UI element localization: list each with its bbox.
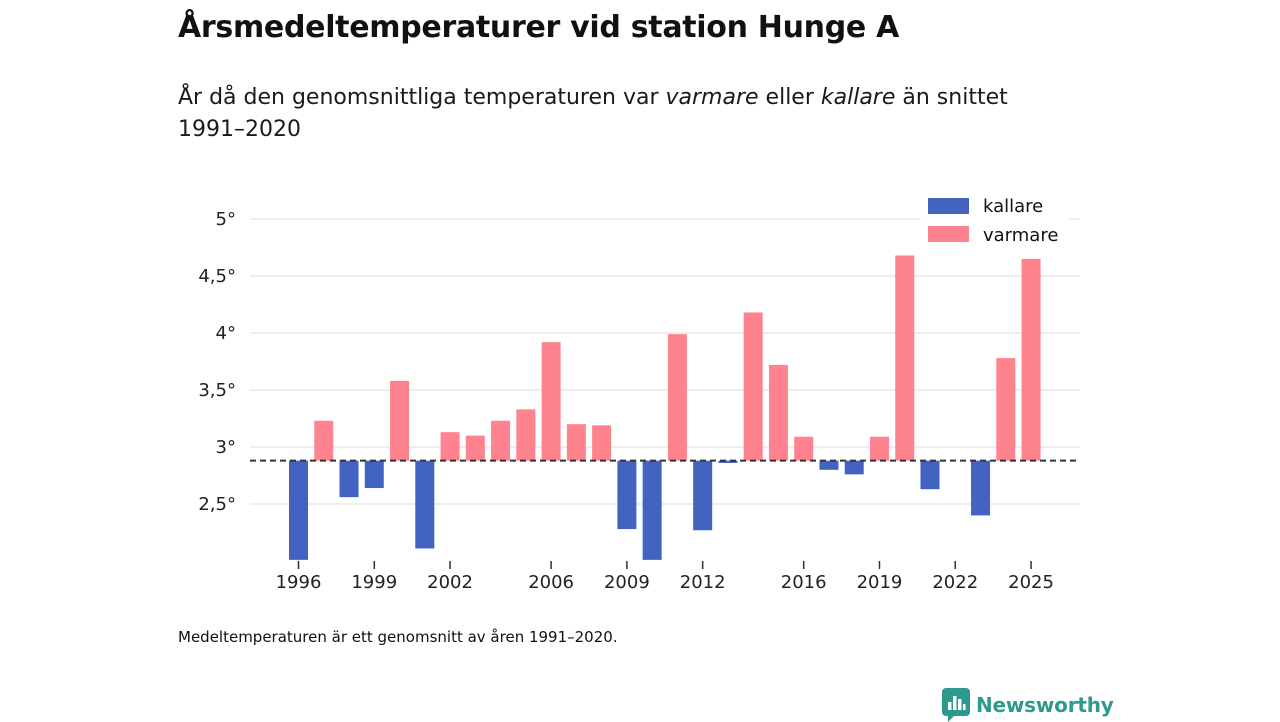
bar-1996[interactable] bbox=[289, 460, 308, 560]
y-tick-label: 4,5° bbox=[198, 266, 236, 287]
bar-2007[interactable] bbox=[566, 424, 586, 461]
bar-2023[interactable] bbox=[971, 460, 991, 516]
y-tick-label: 3° bbox=[216, 437, 236, 458]
y-tick-label: 2,5° bbox=[198, 494, 236, 515]
x-tick-label: 2025 bbox=[1008, 572, 1054, 593]
subtitle-part-b: eller bbox=[758, 85, 821, 110]
bar-2019[interactable] bbox=[869, 436, 889, 461]
bar-2008[interactable] bbox=[592, 425, 612, 461]
footnote: Medeltemperaturen är ett genomsnitt av å… bbox=[178, 628, 618, 646]
y-tick-label: 4° bbox=[216, 323, 236, 344]
bar-2009[interactable] bbox=[617, 460, 637, 530]
subtitle-warm-word: varmare bbox=[665, 85, 759, 110]
legend-swatch-kallare bbox=[928, 198, 969, 214]
bar-2016[interactable] bbox=[794, 436, 814, 461]
legend-item-varmare[interactable]: varmare bbox=[928, 225, 1058, 246]
x-tick-label: 1999 bbox=[351, 572, 397, 593]
y-tick-label: 3,5° bbox=[198, 380, 236, 401]
x-tick-label: 2022 bbox=[932, 572, 978, 593]
bar-2003[interactable] bbox=[465, 435, 485, 461]
bar-1997[interactable] bbox=[314, 420, 334, 461]
newsworthy-logo-icon bbox=[942, 688, 970, 722]
temperature-bar-chart: 2,5° 3° 3,5° 4° 4,5° 5° 1996 1999 2002 2006 2009 2… bbox=[198, 192, 1080, 593]
legend: kallare varmare bbox=[921, 192, 1069, 250]
bar-2010[interactable] bbox=[642, 460, 662, 560]
bar-2013[interactable] bbox=[718, 460, 738, 463]
bar-2025[interactable] bbox=[1021, 258, 1041, 461]
bar-2015[interactable] bbox=[768, 364, 788, 461]
x-tick-label: 2006 bbox=[528, 572, 574, 593]
brand-name: Newsworthy bbox=[976, 693, 1114, 717]
x-tick-label: 2009 bbox=[604, 572, 650, 593]
bars bbox=[289, 255, 1041, 560]
subtitle-part-a: År då den genomsnittliga temperaturen va… bbox=[178, 85, 666, 110]
bar-1998[interactable] bbox=[339, 460, 359, 498]
x-tick-label: 2012 bbox=[680, 572, 726, 593]
y-tick-label: 5° bbox=[216, 209, 236, 230]
bar-2018[interactable] bbox=[844, 460, 864, 475]
bar-2006[interactable] bbox=[541, 342, 561, 461]
bar-2017[interactable] bbox=[819, 460, 839, 470]
legend-swatch-varmare bbox=[928, 226, 969, 242]
chart-title: Årsmedeltemperaturer vid station Hunge A bbox=[178, 10, 900, 45]
subtitle-part-c: än snittet 1991–2020 bbox=[178, 85, 1008, 142]
bar-2024[interactable] bbox=[996, 358, 1016, 461]
bar-2005[interactable] bbox=[516, 409, 536, 461]
x-tick-label: 2002 bbox=[427, 572, 473, 593]
bar-2011[interactable] bbox=[667, 334, 687, 461]
x-axis: 1996 1999 2002 2006 2009 2012 2016 2019 2022 2025 bbox=[276, 561, 1054, 593]
x-tick-label: 2019 bbox=[857, 572, 903, 593]
grid-lines bbox=[250, 218, 1080, 505]
bar-2004[interactable] bbox=[491, 420, 511, 461]
bar-2002[interactable] bbox=[440, 432, 460, 461]
bar-2012[interactable] bbox=[693, 460, 713, 531]
bar-1999[interactable] bbox=[364, 460, 384, 489]
bar-2020[interactable] bbox=[895, 255, 915, 461]
y-axis-tick-labels: 2,5° 3° 3,5° 4° 4,5° 5° bbox=[198, 209, 236, 515]
legend-label-varmare: varmare bbox=[983, 225, 1058, 246]
bar-2014[interactable] bbox=[743, 312, 763, 461]
x-tick-label: 2016 bbox=[781, 572, 827, 593]
legend-label-kallare: kallare bbox=[983, 196, 1043, 217]
subtitle-cold-word: kallare bbox=[820, 85, 896, 110]
bar-2001[interactable] bbox=[415, 460, 435, 549]
x-tick-label: 1996 bbox=[276, 572, 322, 593]
brand-logo[interactable]: Newsworthy bbox=[942, 688, 1114, 722]
bar-2021[interactable] bbox=[920, 460, 940, 490]
bar-2000[interactable] bbox=[390, 380, 410, 461]
chart-subtitle: År då den genomsnittliga temperaturen va… bbox=[178, 82, 1058, 146]
legend-item-kallare[interactable]: kallare bbox=[928, 196, 1043, 217]
